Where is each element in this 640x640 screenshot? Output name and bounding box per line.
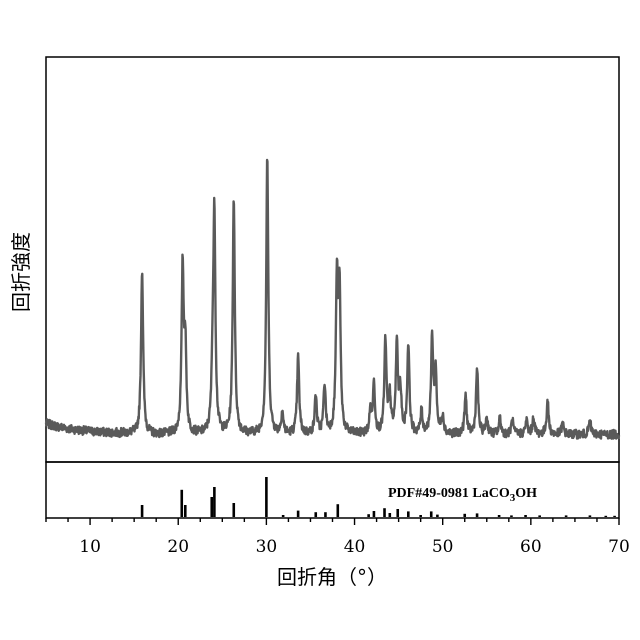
x-tick-label: 50: [432, 537, 454, 557]
x-axis-ticks: 10 20 30 40 50 60 70: [46, 518, 630, 557]
reference-label: PDF#49-0981 LaCO3OH: [388, 486, 537, 504]
x-axis-title: 回折角（°）: [277, 565, 387, 589]
diffraction-curve: [46, 160, 619, 439]
reference-label-main: PDF#49-0981 LaCO: [388, 486, 510, 501]
y-axis-title: 回折強度: [9, 232, 33, 312]
x-tick-label: 60: [520, 537, 542, 557]
x-tick-label: 40: [344, 537, 366, 557]
reference-pattern: [142, 477, 615, 517]
x-tick-label: 70: [608, 537, 630, 557]
x-tick-label: 10: [79, 537, 101, 557]
reference-label-suffix: OH: [515, 486, 537, 501]
x-tick-label: 30: [256, 537, 278, 557]
diffraction-pattern: [46, 160, 619, 439]
upper-plot-frame: [46, 57, 619, 462]
x-tick-label: 20: [167, 537, 189, 557]
